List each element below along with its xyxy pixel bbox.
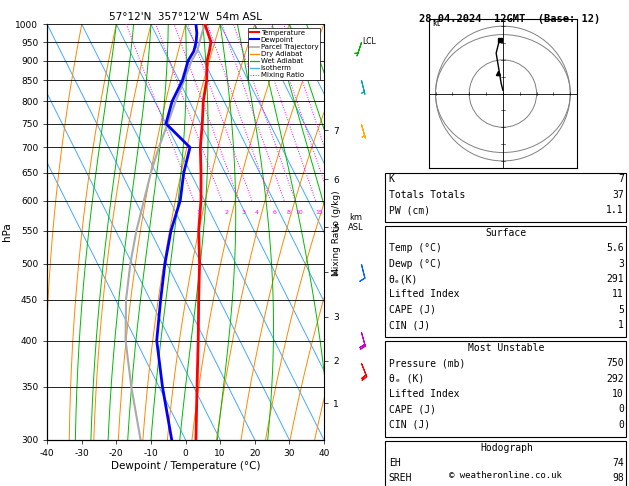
Text: 292: 292 xyxy=(606,374,624,384)
Text: 5.6: 5.6 xyxy=(606,243,624,254)
Text: Mixing Ratio (g/kg): Mixing Ratio (g/kg) xyxy=(332,191,341,276)
Text: © weatheronline.co.uk: © weatheronline.co.uk xyxy=(448,471,562,480)
Text: 1.1: 1.1 xyxy=(606,205,624,215)
Text: Totals Totals: Totals Totals xyxy=(389,190,465,200)
Text: 6: 6 xyxy=(273,210,277,215)
Text: Hodograph: Hodograph xyxy=(480,443,533,453)
Text: 74: 74 xyxy=(612,458,624,468)
Text: Dewp (°C): Dewp (°C) xyxy=(389,259,442,269)
Text: 28.04.2024  12GMT  (Base: 12): 28.04.2024 12GMT (Base: 12) xyxy=(419,14,600,24)
Text: Temp (°C): Temp (°C) xyxy=(389,243,442,254)
Text: K: K xyxy=(389,174,394,185)
Text: kt: kt xyxy=(432,19,440,28)
Text: Pressure (mb): Pressure (mb) xyxy=(389,359,465,368)
Text: 8: 8 xyxy=(287,210,291,215)
Text: Most Unstable: Most Unstable xyxy=(468,343,545,353)
Text: 1: 1 xyxy=(618,320,624,330)
Text: CAPE (J): CAPE (J) xyxy=(389,305,436,315)
Text: CAPE (J): CAPE (J) xyxy=(389,404,436,415)
Text: LCL: LCL xyxy=(363,37,376,46)
Text: 0: 0 xyxy=(618,404,624,415)
Text: 15: 15 xyxy=(316,210,323,215)
Text: Lifted Index: Lifted Index xyxy=(389,389,459,399)
Legend: Temperature, Dewpoint, Parcel Trajectory, Dry Adiabat, Wet Adiabat, Isotherm, Mi: Temperature, Dewpoint, Parcel Trajectory… xyxy=(248,28,320,80)
Text: 3: 3 xyxy=(618,259,624,269)
Title: 57°12'N  357°12'W  54m ASL: 57°12'N 357°12'W 54m ASL xyxy=(109,12,262,22)
Text: 2: 2 xyxy=(225,210,228,215)
Text: 3: 3 xyxy=(242,210,245,215)
Text: CIN (J): CIN (J) xyxy=(389,420,430,430)
Text: 291: 291 xyxy=(606,274,624,284)
Text: 5: 5 xyxy=(618,305,624,315)
Text: 10: 10 xyxy=(296,210,303,215)
Text: SREH: SREH xyxy=(389,473,412,484)
Text: 98: 98 xyxy=(612,473,624,484)
Text: 37: 37 xyxy=(612,190,624,200)
Text: Surface: Surface xyxy=(486,228,527,238)
Text: Lifted Index: Lifted Index xyxy=(389,290,459,299)
Text: 750: 750 xyxy=(606,359,624,368)
Text: 4: 4 xyxy=(254,210,259,215)
Text: 11: 11 xyxy=(612,290,624,299)
Text: EH: EH xyxy=(389,458,401,468)
Text: 1: 1 xyxy=(196,210,200,215)
Text: 0: 0 xyxy=(618,420,624,430)
Text: PW (cm): PW (cm) xyxy=(389,205,430,215)
X-axis label: Dewpoint / Temperature (°C): Dewpoint / Temperature (°C) xyxy=(111,461,260,470)
Y-axis label: hPa: hPa xyxy=(3,223,13,242)
Text: 7: 7 xyxy=(618,174,624,185)
Text: θₑ(K): θₑ(K) xyxy=(389,274,418,284)
Text: θₑ (K): θₑ (K) xyxy=(389,374,424,384)
Y-axis label: km
ASL: km ASL xyxy=(348,213,363,232)
Text: 10: 10 xyxy=(612,389,624,399)
Text: CIN (J): CIN (J) xyxy=(389,320,430,330)
